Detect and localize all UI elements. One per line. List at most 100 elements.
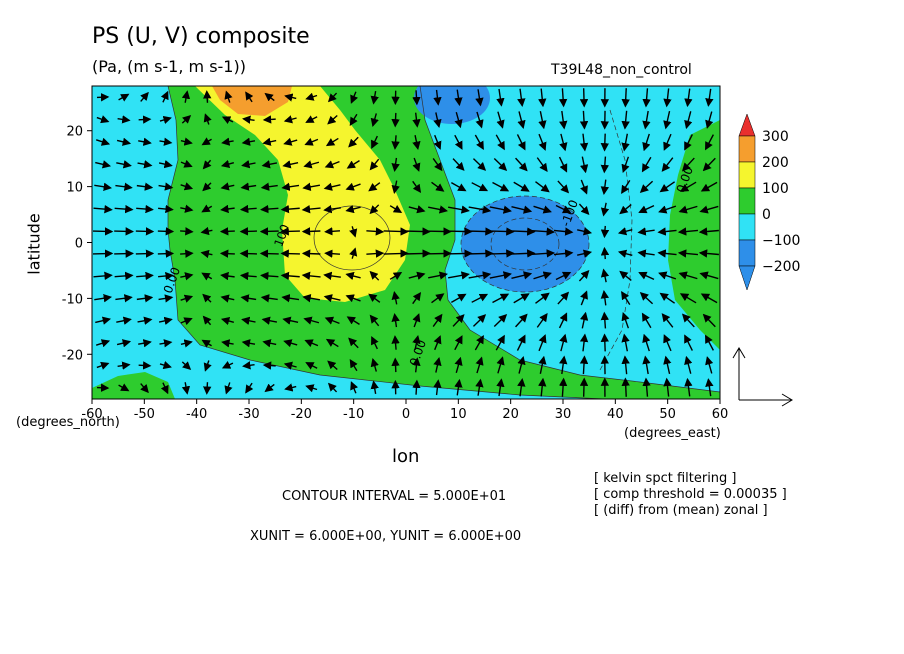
wind-vector — [496, 378, 505, 397]
wind-vector — [391, 357, 400, 373]
wind-vector — [657, 227, 677, 236]
wind-vector — [350, 381, 358, 394]
wind-vector — [346, 316, 360, 325]
wind-vector — [557, 180, 570, 194]
wind-vector — [621, 156, 630, 174]
wind-vector — [200, 226, 213, 236]
y-tick-label: 20 — [66, 125, 83, 140]
wind-vector — [699, 205, 719, 214]
wind-vector — [221, 360, 234, 369]
wind-vector — [203, 113, 212, 125]
wind-vector — [684, 355, 693, 374]
wind-vector — [180, 227, 194, 236]
wind-vector — [684, 88, 693, 108]
wind-vector — [264, 383, 275, 393]
wind-vector — [159, 137, 173, 146]
colorbar-label: 100 — [762, 181, 789, 197]
wind-vector — [513, 293, 530, 304]
wind-vector — [180, 317, 193, 326]
wind-vector — [538, 355, 547, 374]
wind-vector — [158, 159, 173, 169]
wind-vector — [220, 182, 235, 191]
wind-vector — [138, 137, 152, 146]
wind-vector — [283, 137, 298, 146]
wind-vector — [93, 204, 113, 214]
wind-vector — [474, 134, 484, 150]
wind-vector — [511, 205, 533, 214]
colorbar-lt-m200 — [738, 265, 756, 291]
wind-vector — [580, 290, 588, 306]
wind-vector — [95, 137, 111, 146]
wind-vector — [600, 179, 610, 195]
wind-vector — [579, 88, 589, 108]
unit-vector-scale: XUNIT = 6.000E+00, YUNIT = 6.000E+00 — [250, 529, 522, 544]
wind-vector — [642, 133, 651, 152]
wind-vector — [95, 339, 111, 348]
wind-vector — [115, 294, 133, 303]
wind-vector — [203, 382, 212, 395]
wind-vector — [200, 249, 213, 259]
wind-vector — [663, 110, 672, 130]
chart-units: (Pa, (m s-1, m s-1)) — [92, 57, 246, 76]
x-tick-label: 30 — [555, 407, 572, 422]
wind-vector — [180, 159, 193, 168]
wind-vector — [448, 205, 470, 214]
wind-vector — [96, 115, 110, 124]
wind-vector — [138, 115, 152, 124]
wind-vector — [536, 313, 548, 328]
wind-vector — [240, 182, 257, 191]
wind-vector — [117, 361, 131, 370]
colorbar-0-100 — [738, 187, 756, 215]
wind-vector — [180, 272, 194, 281]
wind-vector — [221, 339, 234, 348]
wind-vector — [493, 157, 508, 172]
wind-vector — [284, 93, 297, 102]
wind-vector — [114, 271, 134, 281]
wind-vector — [530, 249, 556, 258]
wind-vector — [468, 271, 492, 280]
wind-vector — [349, 226, 358, 238]
x-tick-label: -60 — [81, 407, 102, 422]
wind-vector — [282, 316, 299, 325]
wind-vector — [577, 227, 593, 236]
colorbar-label: −200 — [762, 259, 800, 275]
wind-vector — [412, 313, 421, 328]
wind-vector — [158, 316, 173, 326]
wind-vector — [180, 204, 194, 213]
wind-vector — [281, 294, 300, 303]
wind-vector — [451, 182, 467, 192]
wind-vector — [180, 339, 193, 348]
wind-vector — [433, 379, 442, 396]
wind-vector — [345, 182, 361, 191]
wind-vector — [661, 157, 674, 172]
wind-vector — [159, 361, 172, 370]
wind-vector — [391, 135, 400, 150]
wind-vector — [454, 89, 463, 107]
colorbar-m100-0 — [738, 213, 756, 241]
wind-vector — [468, 205, 492, 214]
wind-vector — [325, 338, 339, 348]
chart-title: PS (U, V) composite — [92, 24, 310, 49]
wind-vector — [705, 378, 714, 397]
wind-vector — [559, 355, 568, 375]
x-tick-label: -50 — [134, 407, 155, 422]
wind-vector — [658, 271, 677, 280]
wind-vector — [433, 89, 442, 106]
wind-vector — [555, 204, 572, 214]
wind-vector — [245, 91, 254, 103]
wind-vector — [301, 249, 321, 258]
wind-vector — [495, 334, 505, 351]
wind-vector — [663, 355, 672, 375]
wind-vector — [553, 227, 574, 236]
wind-vector — [433, 134, 442, 150]
wind-vector — [451, 293, 467, 303]
wind-vector — [391, 313, 400, 328]
wind-vector — [260, 204, 279, 214]
wind-vector — [350, 91, 358, 104]
wind-vector — [348, 337, 359, 349]
colorbar-label: 300 — [762, 129, 789, 145]
wind-vector — [304, 339, 319, 348]
wind-vector — [371, 336, 379, 350]
wind-vector — [140, 91, 149, 102]
contour-fill-neg-top — [414, 86, 490, 124]
